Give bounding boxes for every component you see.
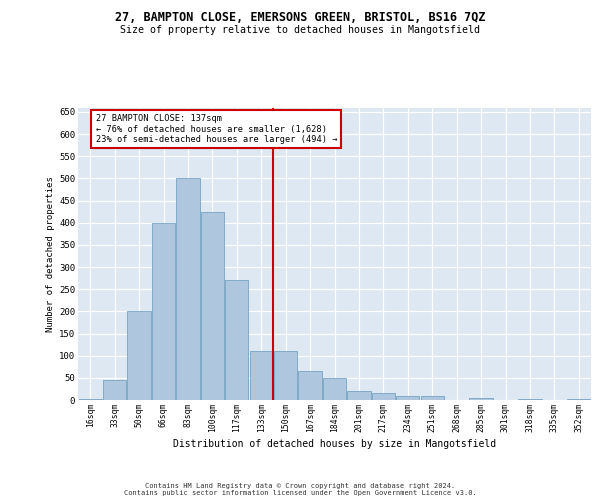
Bar <box>372 394 395 400</box>
Bar <box>518 399 542 400</box>
Bar <box>567 399 590 400</box>
Bar <box>225 280 248 400</box>
Bar <box>127 312 151 400</box>
Bar <box>250 351 273 400</box>
Bar <box>421 396 444 400</box>
Text: 27, BAMPTON CLOSE, EMERSONS GREEN, BRISTOL, BS16 7QZ: 27, BAMPTON CLOSE, EMERSONS GREEN, BRIST… <box>115 11 485 24</box>
Bar <box>396 396 419 400</box>
Bar <box>103 380 126 400</box>
Text: Size of property relative to detached houses in Mangotsfield: Size of property relative to detached ho… <box>120 25 480 35</box>
Bar <box>298 371 322 400</box>
Y-axis label: Number of detached properties: Number of detached properties <box>46 176 55 332</box>
Bar <box>152 222 175 400</box>
Bar <box>79 399 102 400</box>
Bar <box>347 391 371 400</box>
X-axis label: Distribution of detached houses by size in Mangotsfield: Distribution of detached houses by size … <box>173 439 496 449</box>
Bar <box>274 351 297 400</box>
Bar <box>176 178 200 400</box>
Bar <box>469 398 493 400</box>
Text: Contains HM Land Registry data © Crown copyright and database right 2024.
Contai: Contains HM Land Registry data © Crown c… <box>124 483 476 496</box>
Bar <box>201 212 224 400</box>
Bar <box>323 378 346 400</box>
Text: 27 BAMPTON CLOSE: 137sqm
← 76% of detached houses are smaller (1,628)
23% of sem: 27 BAMPTON CLOSE: 137sqm ← 76% of detach… <box>95 114 337 144</box>
